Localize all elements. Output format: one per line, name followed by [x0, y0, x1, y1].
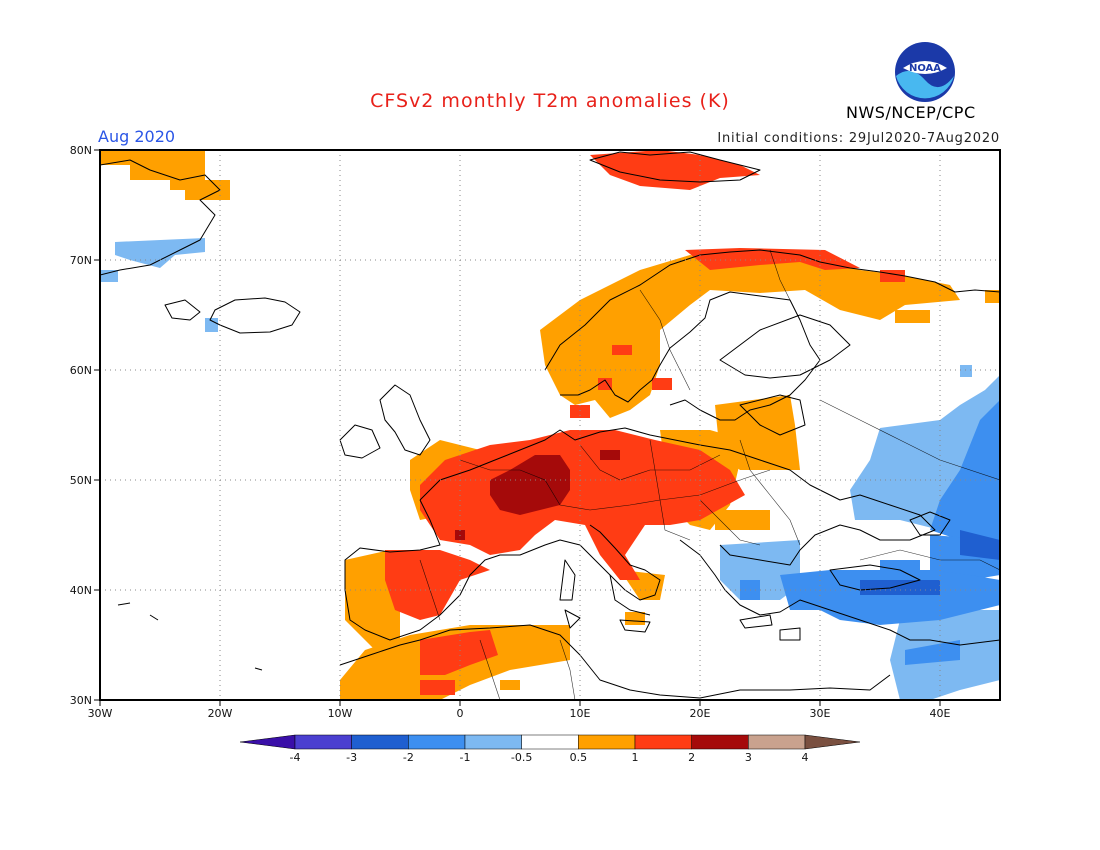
colorbar-label: -4 [290, 751, 301, 764]
lat-tick-label: 40N [70, 584, 92, 597]
colorbar-label: -3 [346, 751, 357, 764]
logo-text: NOAA [909, 63, 941, 74]
latitude-labels: 80N 70N 60N 50N 40N 30N [70, 144, 92, 707]
map-frame [99, 149, 1001, 701]
lat-tick-label: 70N [70, 254, 92, 267]
anomaly-minus-3-to-minus-2 [860, 530, 1000, 595]
lon-tick-label: 10E [570, 707, 591, 720]
coastlines [100, 151, 1000, 699]
lon-tick-label: 30W [88, 707, 113, 720]
colorbar-label: 0.5 [570, 751, 588, 764]
lon-tick-label: 40E [930, 707, 951, 720]
noaa-logo: NOAA [895, 42, 955, 102]
colorbar-segment [521, 734, 579, 750]
colorbar-label: -1 [460, 751, 471, 764]
colorbar-label: -2 [403, 751, 414, 764]
lat-tick-label: 60N [70, 364, 92, 377]
lon-tick-label: 10W [328, 707, 353, 720]
period-label: Aug 2020 [98, 127, 176, 146]
colorbar-label: 3 [745, 751, 752, 764]
colorbar-segment [464, 734, 522, 750]
colorbar-label: 1 [632, 751, 639, 764]
map-title: CFSv2 monthly T2m anomalies (K) [370, 90, 730, 112]
colorbar-segment [748, 734, 806, 750]
anomaly-field [100, 150, 1000, 700]
lat-tick-label: 50N [70, 474, 92, 487]
colorbar-segment [578, 734, 636, 750]
colorbar-segment [351, 734, 409, 750]
lon-tick-label: 30E [810, 707, 831, 720]
colorbar-low-arrow [239, 734, 296, 750]
colorbar-label: 4 [802, 751, 809, 764]
axis-ticks [94, 149, 941, 706]
lon-tick-label: 0 [457, 707, 464, 720]
colorbar-segment [634, 734, 692, 750]
initial-conditions-label: Initial conditions: 29Jul2020-7Aug2020 [717, 131, 1000, 146]
colorbar-high-arrow [804, 734, 861, 750]
agency-label: NWS/NCEP/CPC [846, 103, 976, 122]
colorbar: -4 -3 -2 -1 -0.5 0.5 1 2 3 4 [239, 734, 861, 764]
lat-tick-label: 80N [70, 144, 92, 157]
lat-tick-label: 30N [70, 694, 92, 707]
anomaly-1-to-2 [385, 150, 905, 695]
gridlines [100, 150, 1000, 700]
colorbar-label: -0.5 [511, 751, 532, 764]
colorbar-label: 2 [688, 751, 695, 764]
longitude-labels: 30W 20W 10W 0 10E 20E 30E 40E [88, 707, 951, 720]
colorbar-segment [691, 734, 749, 750]
lon-tick-label: 20E [690, 707, 711, 720]
anomaly-minus-2-to-minus-1 [740, 400, 1000, 665]
colorbar-segment [294, 734, 352, 750]
colorbar-segment [408, 734, 466, 750]
lon-tick-label: 20W [208, 707, 233, 720]
